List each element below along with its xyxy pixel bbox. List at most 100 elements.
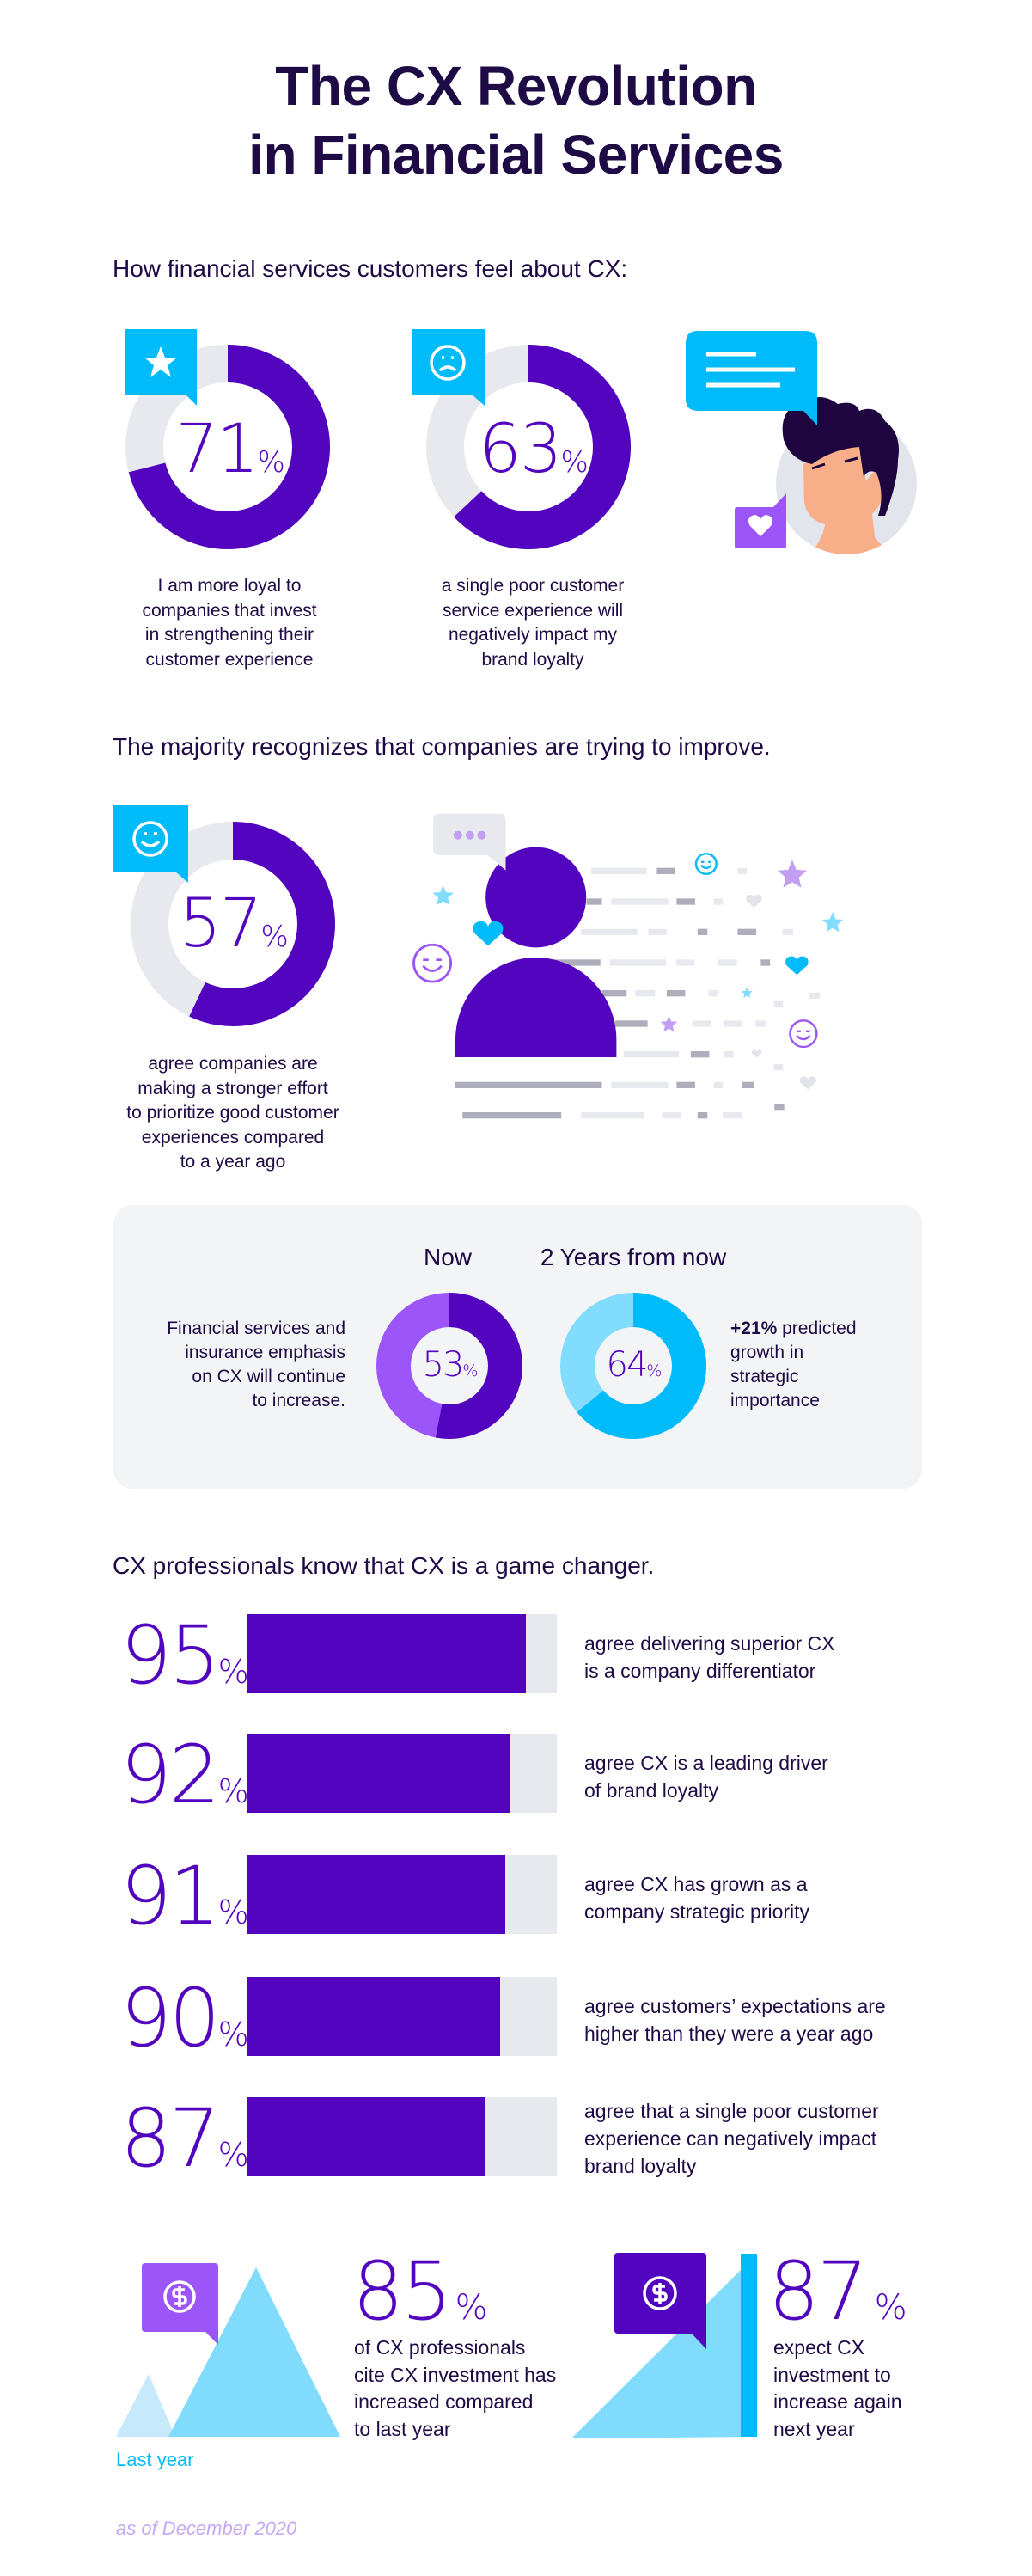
caption-line: in strengthening their [144, 625, 314, 645]
last-year-large-triangle [168, 2267, 340, 2437]
text-line: expect CX [773, 2336, 865, 2359]
bar-value-label: 92% [120, 1729, 249, 1822]
section3-heading: CX professionals know that CX is a game … [113, 1552, 655, 1579]
caption-line: a single poor customer [441, 576, 625, 596]
text-line-placeholder [648, 928, 667, 935]
text-line-placeholder [723, 1020, 742, 1027]
section1-heading: How financial services customers feel ab… [113, 255, 628, 282]
bar-track [247, 2097, 557, 2176]
text-line: strategic [730, 1367, 799, 1386]
text-line-placeholder [809, 992, 821, 999]
text-line-placeholder [723, 1112, 742, 1119]
bar-category-label: agree CX has grown as a company strategic… [584, 1873, 810, 1923]
bar-value-label: 95% [120, 1609, 249, 1703]
star-icon [660, 1015, 678, 1032]
text-line-placeholder [462, 1112, 562, 1119]
text-line-placeholder [455, 1081, 602, 1088]
bar-track [247, 1734, 557, 1813]
smiley-icon [694, 853, 718, 875]
text-line-placeholder [609, 959, 667, 966]
page-title-line-1: The CX Revolution [275, 55, 757, 117]
text-line: insurance emphasis [185, 1343, 345, 1362]
investment-left-text: of CX professionals cite CX investment h… [354, 2334, 556, 2443]
heart-badge [735, 493, 786, 548]
heart-icon [748, 515, 773, 536]
text-line-placeholder [675, 959, 695, 966]
smiley-icon [412, 943, 453, 983]
footnote: as of December 2020 [116, 2518, 297, 2539]
caption-line: companies that invest [142, 600, 317, 621]
last-year-label: Last year [116, 2449, 194, 2470]
speech-bubble-icon [686, 331, 817, 425]
heart-icon [751, 1049, 762, 1058]
smiley-icon [789, 1019, 818, 1049]
sad-face-badge [412, 329, 485, 406]
text-line-placeholder [590, 867, 647, 874]
last-year-small-triangle [116, 2374, 175, 2437]
bar-fill [247, 1614, 526, 1693]
donut-64-value: 64% [606, 1345, 663, 1385]
bar-fill [247, 1977, 500, 2056]
bar-value-label: 91% [120, 1850, 249, 1943]
text-line: next year [773, 2417, 855, 2440]
text-line-placeholder [737, 928, 756, 935]
text-line: importance [730, 1391, 820, 1410]
donut-57-caption: agree companies are making a stronger ef… [91, 1052, 375, 1175]
heart-icon [785, 956, 809, 976]
person-avatar [686, 331, 917, 554]
donut-53-value: 53% [422, 1345, 479, 1385]
text-line-placeholder [692, 1020, 711, 1027]
heart-icon [799, 1076, 816, 1090]
caption-line: service experience will [442, 600, 624, 621]
bar-track [247, 1855, 557, 1934]
text-line-placeholder [635, 990, 656, 997]
heart-icon [473, 921, 504, 946]
text-line-placeholder [611, 898, 669, 905]
star-icon [432, 884, 454, 906]
eyebrows [811, 456, 858, 470]
text-line-placeholder [755, 1020, 766, 1027]
caption-line: to prioritize good customer [126, 1103, 339, 1123]
text-line: to increase. [252, 1391, 345, 1410]
investment-left-value: 85% [352, 2245, 488, 2339]
caption-line: agree companies are [148, 1054, 318, 1074]
text-line: to last year [354, 2417, 451, 2440]
text-line: predicted [777, 1319, 857, 1338]
smiley-badge [113, 805, 188, 883]
typing-dot [465, 830, 474, 840]
bar-value-label: 90% [120, 1972, 249, 2065]
text-line-placeholder [774, 1104, 785, 1111]
future-label: 2 Years from now [540, 1244, 727, 1270]
caption-line: negatively impact my [448, 625, 618, 645]
bar-category-label: agree that a single poor customer experie… [584, 2100, 879, 2177]
bar-category-label: agree CX is a leading driver of brand loy… [584, 1752, 828, 1802]
text-line-placeholder [742, 1081, 754, 1088]
page-title-line-2: in Financial Services [248, 124, 784, 186]
user-icon-body [455, 958, 617, 1057]
star-badge [125, 329, 197, 406]
text-line-placeholder [713, 898, 724, 905]
next-year-triangle [571, 2254, 757, 2438]
text-line-placeholder [697, 1112, 708, 1119]
investment-right-value: 87% [768, 2245, 907, 2339]
investment-left-graphic [116, 2253, 757, 2438]
donut-71-caption: I am more loyal to companies that invest… [101, 574, 358, 672]
text-line-placeholder [581, 1112, 645, 1119]
star-icon [821, 912, 844, 933]
text-line: on CX will continue [192, 1367, 345, 1386]
typing-dot [453, 830, 462, 840]
bar-category-label: agree delivering superior CX is a company… [584, 1632, 835, 1682]
text-line-placeholder [737, 867, 748, 874]
text-line-placeholder [666, 990, 686, 997]
bar-value-label: 87% [120, 2092, 249, 2186]
text-line-placeholder [586, 898, 602, 905]
dollar-icon [643, 2276, 677, 2310]
customer-feedback-illustration [412, 813, 844, 1119]
bar-track [247, 1977, 557, 2056]
text-line-placeholder [782, 928, 794, 935]
text-line-placeholder [773, 1000, 784, 1007]
text-line-placeholder [662, 1112, 681, 1119]
text-line-placeholder [656, 867, 675, 874]
section2-heading: The majority recognizes that companies a… [113, 733, 771, 760]
donut-57-value: 57% [179, 885, 289, 963]
